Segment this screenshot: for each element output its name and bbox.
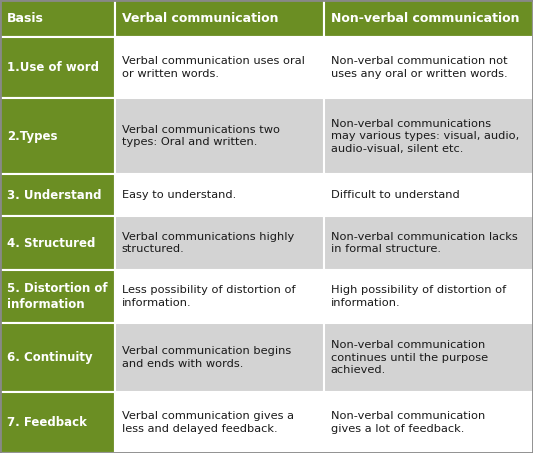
Text: Verbal communications highly
structured.: Verbal communications highly structured. — [122, 232, 294, 254]
Text: 1.Use of word: 1.Use of word — [7, 61, 99, 74]
Bar — [324, 323, 533, 392]
Text: Non-verbal communications
may various types: visual, audio,
audio-visual, silent: Non-verbal communications may various ty… — [330, 119, 519, 154]
Bar — [0, 323, 115, 392]
Bar — [0, 270, 115, 323]
Text: 4. Structured: 4. Structured — [7, 236, 95, 250]
Text: 5. Distortion of
information: 5. Distortion of information — [7, 282, 108, 311]
Bar — [324, 98, 533, 174]
Text: Non-verbal communication lacks
in formal structure.: Non-verbal communication lacks in formal… — [330, 232, 518, 254]
Text: 7. Feedback: 7. Feedback — [7, 416, 87, 429]
Bar — [324, 217, 533, 270]
Text: Verbal communication: Verbal communication — [122, 12, 278, 25]
Bar — [115, 392, 324, 453]
Text: Non-verbal communication: Non-verbal communication — [330, 12, 519, 25]
Text: 6. Continuity: 6. Continuity — [7, 351, 93, 364]
Text: Basis: Basis — [7, 12, 44, 25]
Bar — [0, 174, 115, 217]
Bar — [0, 37, 115, 98]
Bar — [324, 0, 533, 37]
Bar — [0, 98, 115, 174]
Bar — [115, 0, 324, 37]
Bar — [324, 270, 533, 323]
Bar — [324, 37, 533, 98]
Bar — [115, 270, 324, 323]
Bar — [324, 174, 533, 217]
Text: Difficult to understand: Difficult to understand — [330, 190, 459, 200]
Bar — [115, 174, 324, 217]
Text: High possibility of distortion of
information.: High possibility of distortion of inform… — [330, 285, 506, 308]
Text: 2.Types: 2.Types — [7, 130, 58, 143]
Bar — [0, 392, 115, 453]
Bar — [324, 392, 533, 453]
Text: Non-verbal communication
continues until the purpose
achieved.: Non-verbal communication continues until… — [330, 340, 488, 375]
Text: Verbal communication gives a
less and delayed feedback.: Verbal communication gives a less and de… — [122, 411, 294, 434]
Text: 3. Understand: 3. Understand — [7, 189, 101, 202]
Text: Verbal communications two
types: Oral and written.: Verbal communications two types: Oral an… — [122, 125, 279, 148]
Bar — [115, 217, 324, 270]
Text: Non-verbal communication
gives a lot of feedback.: Non-verbal communication gives a lot of … — [330, 411, 485, 434]
Bar — [115, 37, 324, 98]
Text: Less possibility of distortion of
information.: Less possibility of distortion of inform… — [122, 285, 295, 308]
Bar — [0, 0, 115, 37]
Bar — [115, 323, 324, 392]
Bar — [115, 98, 324, 174]
Bar — [0, 217, 115, 270]
Text: Non-verbal communication not
uses any oral or written words.: Non-verbal communication not uses any or… — [330, 56, 507, 79]
Text: Verbal communication uses oral
or written words.: Verbal communication uses oral or writte… — [122, 56, 304, 79]
Text: Easy to understand.: Easy to understand. — [122, 190, 236, 200]
Text: Verbal communication begins
and ends with words.: Verbal communication begins and ends wit… — [122, 347, 291, 369]
